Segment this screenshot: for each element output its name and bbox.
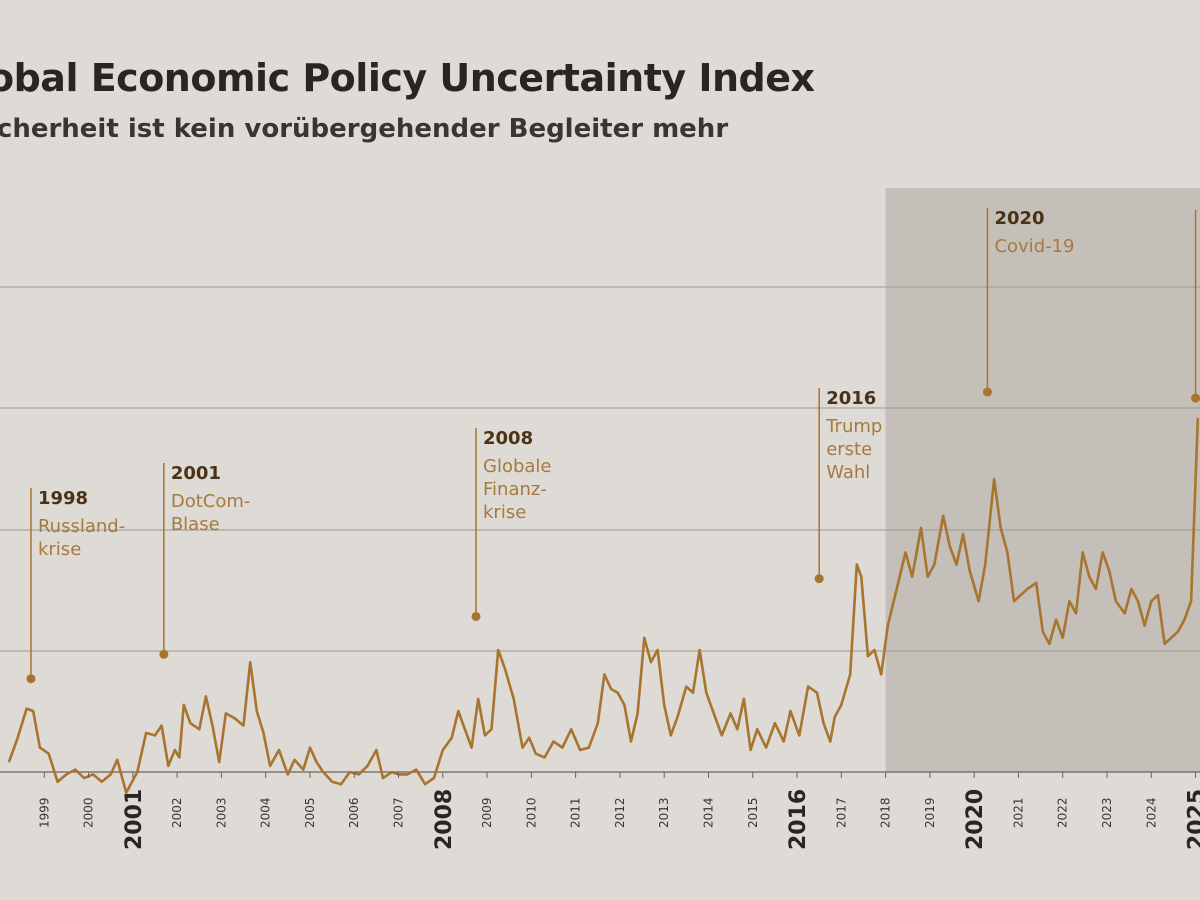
x-tick-label: 2018 — [879, 797, 893, 828]
x-tick-label: 2022 — [1056, 797, 1070, 828]
x-tick-label: 2010 — [524, 797, 538, 828]
x-tick-label: 2009 — [480, 797, 494, 828]
annotation-dot — [982, 387, 992, 397]
x-tick-label: 2014 — [701, 797, 715, 828]
x-tick-label-major: 2025 — [1185, 789, 1200, 850]
x-tick-label-major: 2008 — [432, 789, 457, 850]
annotation-text: erste — [826, 439, 872, 460]
x-tick-label: 2021 — [1011, 797, 1025, 828]
x-tick-label: 2024 — [1144, 797, 1158, 828]
chart-subtitle: icherheit ist kein vorübergehender Begle… — [0, 114, 729, 144]
annotation-text: Trump — [825, 416, 882, 437]
x-tick-label: 2013 — [657, 797, 671, 828]
x-tick-label-major: 2001 — [122, 789, 147, 850]
x-tick-label: 2007 — [392, 797, 406, 828]
annotation-dot — [159, 649, 169, 659]
x-tick-label: 2004 — [259, 797, 273, 828]
annotation-text: Russland- — [38, 516, 125, 537]
annotation-year: 2001 — [171, 463, 221, 484]
chart-title: obal Economic Policy Uncertainty Index — [0, 56, 815, 100]
x-tick-label: 2000 — [82, 797, 96, 828]
x-tick-label: 2012 — [613, 797, 627, 828]
x-tick-label-major: 2020 — [963, 789, 988, 850]
x-tick-label-major: 2016 — [786, 789, 811, 850]
annotation-year: 2020 — [994, 208, 1044, 229]
x-tick-label: 2019 — [923, 797, 937, 828]
annotation-text: Finanz- — [483, 479, 547, 500]
annotation-year: 2016 — [826, 388, 876, 409]
annotation-text: Wahl — [826, 462, 870, 483]
x-tick-label: 2005 — [303, 797, 317, 828]
annotation-dot — [1191, 393, 1200, 403]
annotation-dot — [814, 574, 824, 584]
x-tick-label: 2002 — [170, 797, 184, 828]
annotation-text: DotCom- — [171, 491, 251, 512]
x-tick-label: 2023 — [1100, 797, 1114, 828]
annotation-dot — [471, 611, 481, 621]
annotation-year: 1998 — [38, 488, 88, 509]
x-tick-label: 2011 — [569, 797, 583, 828]
annotation-text: krise — [483, 502, 526, 523]
annotation-text: Globale — [483, 456, 552, 477]
x-tick-label: 1999 — [37, 797, 51, 828]
x-tick-label: 2003 — [214, 797, 228, 828]
series-line — [7, 418, 1200, 795]
x-tick-label: 2017 — [834, 797, 848, 828]
annotation-text: krise — [38, 539, 81, 560]
annotation-dot — [26, 674, 36, 684]
x-tick-label: 2015 — [746, 797, 760, 828]
x-tick-label: 2006 — [347, 797, 361, 828]
annotation-year: 2008 — [483, 428, 533, 449]
annotation-text: Blase — [171, 514, 220, 535]
annotation-text: Covid-19 — [994, 236, 1074, 257]
shaded-region — [885, 188, 1200, 772]
